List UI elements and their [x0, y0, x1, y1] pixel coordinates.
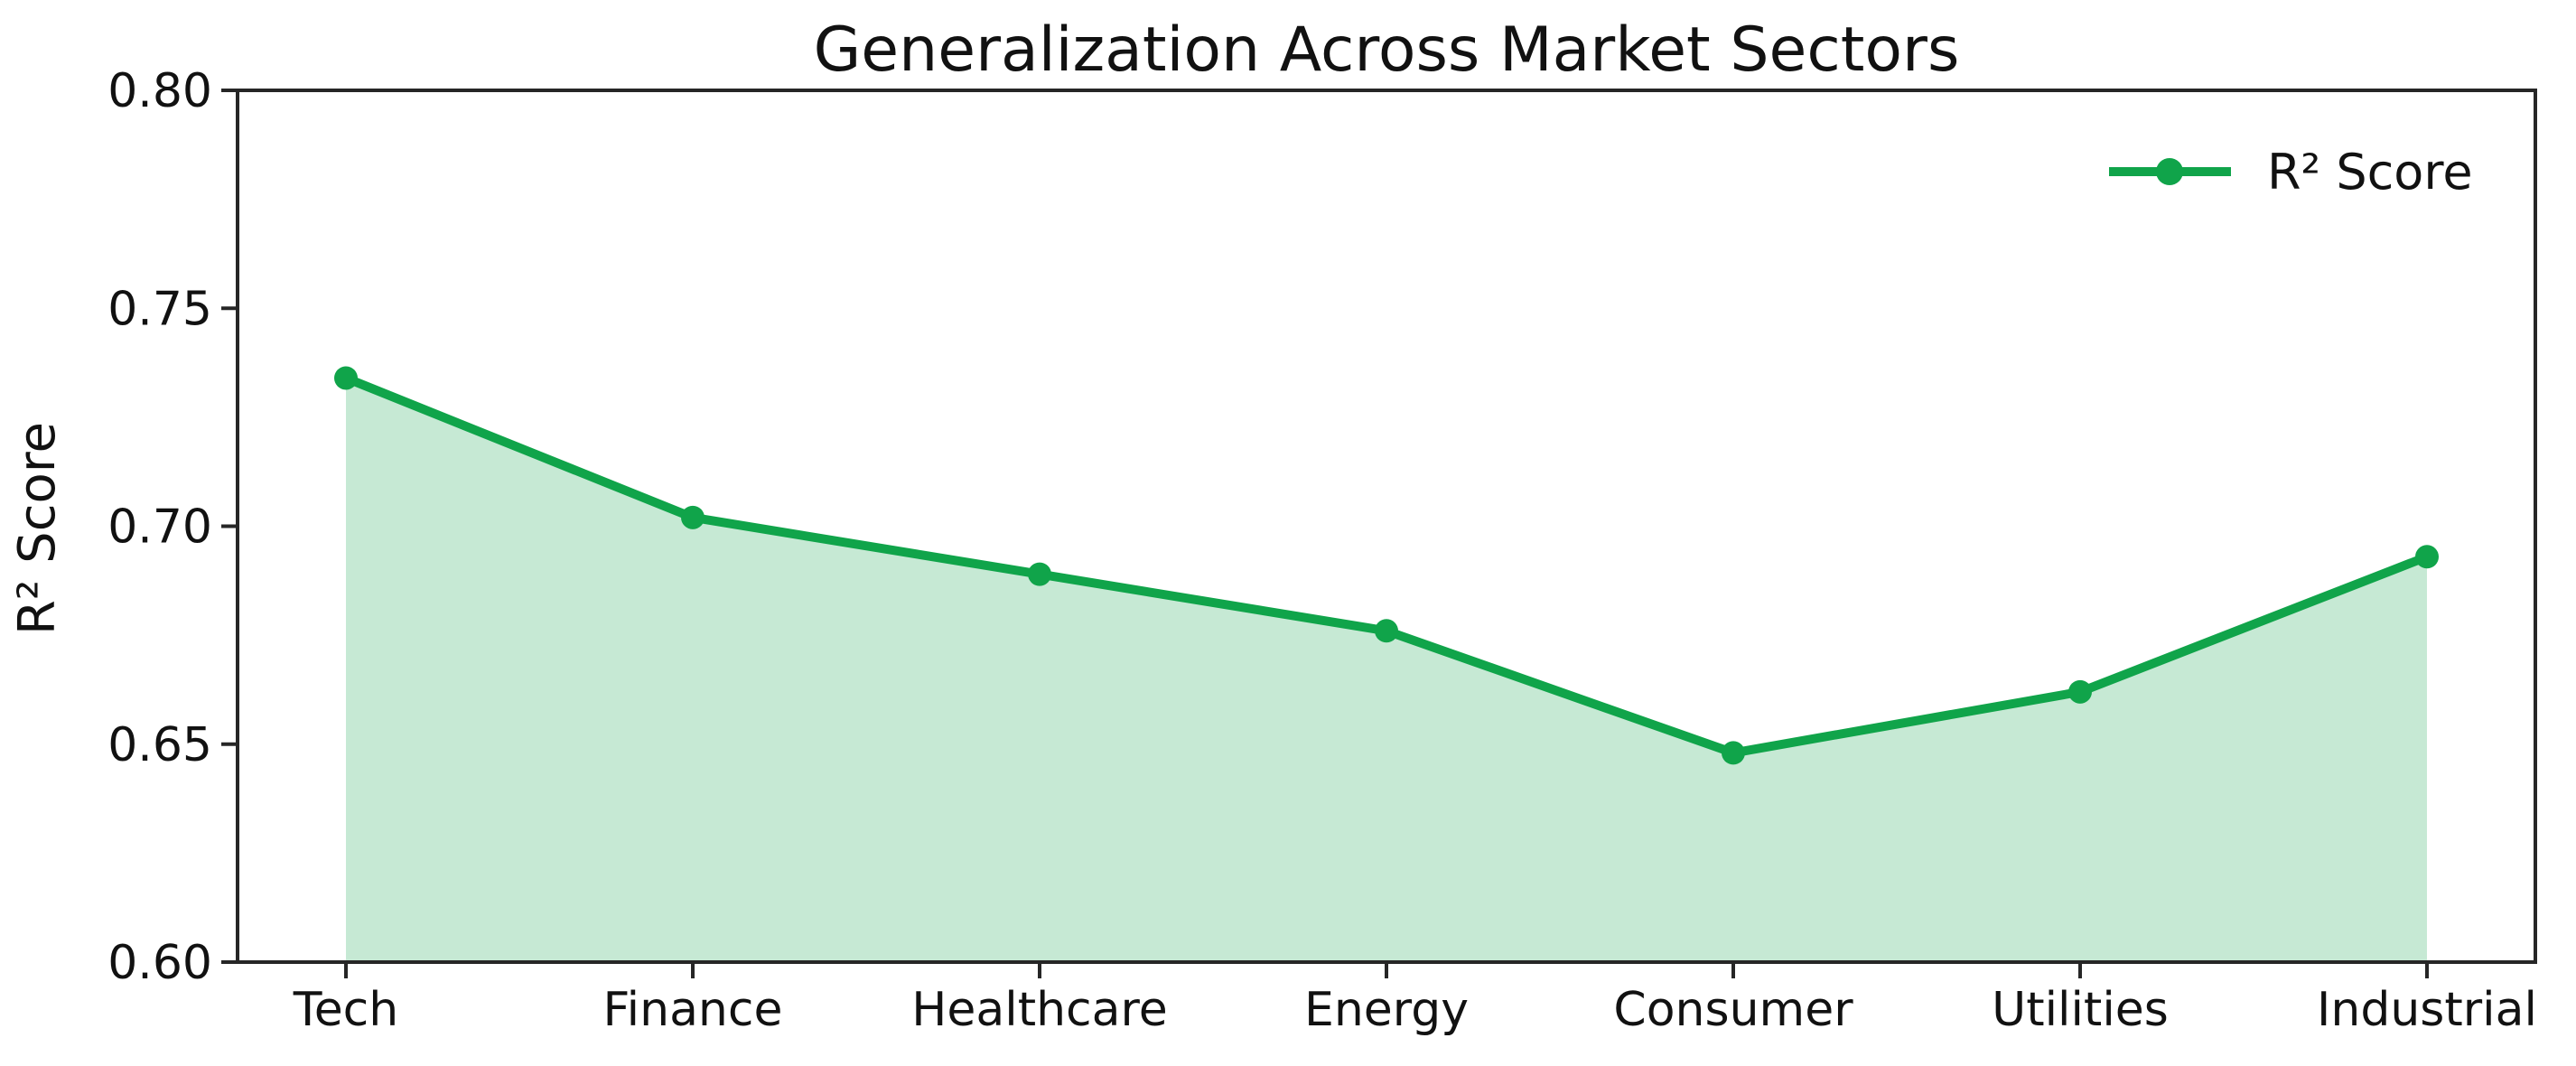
x-tick-label: Energy — [1304, 983, 1469, 1037]
y-tick-label: 0.65 — [107, 718, 212, 772]
x-tick-label: Consumer — [1613, 983, 1853, 1037]
legend-entry-label: R² Score — [2267, 144, 2473, 201]
data-point-marker — [1722, 741, 1745, 765]
data-point-marker — [2415, 545, 2439, 569]
chart-title: Generalization Across Market Sectors — [814, 14, 1960, 86]
data-point-marker — [334, 366, 358, 390]
y-tick-label: 0.80 — [107, 64, 212, 118]
data-point-marker — [2068, 679, 2092, 704]
y-tick-label: 0.75 — [107, 282, 212, 336]
x-tick-label: Tech — [293, 983, 398, 1037]
tick-label-layer: 0.80 0.75 0.70 0.65 0.60 Tech Finance Healthcar… — [107, 64, 2537, 1037]
x-tick-label: Industrial — [2317, 983, 2537, 1037]
area-fill-layer — [346, 378, 2427, 962]
x-tick-label: Utilities — [1992, 983, 2169, 1037]
data-point-marker — [681, 505, 705, 529]
data-point-marker — [1028, 562, 1051, 586]
legend: R² Score — [2109, 144, 2473, 201]
axes-layer — [221, 89, 2537, 978]
series-area-fill — [346, 378, 2427, 962]
legend-marker-icon — [2156, 158, 2183, 185]
x-tick-label: Finance — [603, 983, 783, 1037]
x-tick-label: Healthcare — [911, 983, 1167, 1037]
data-point-marker — [1375, 619, 1398, 643]
y-tick-label: 0.60 — [107, 936, 212, 990]
y-axis-label: R² Score — [8, 422, 67, 635]
line-series-layer — [334, 366, 2439, 765]
y-tick-label: 0.70 — [107, 500, 212, 555]
